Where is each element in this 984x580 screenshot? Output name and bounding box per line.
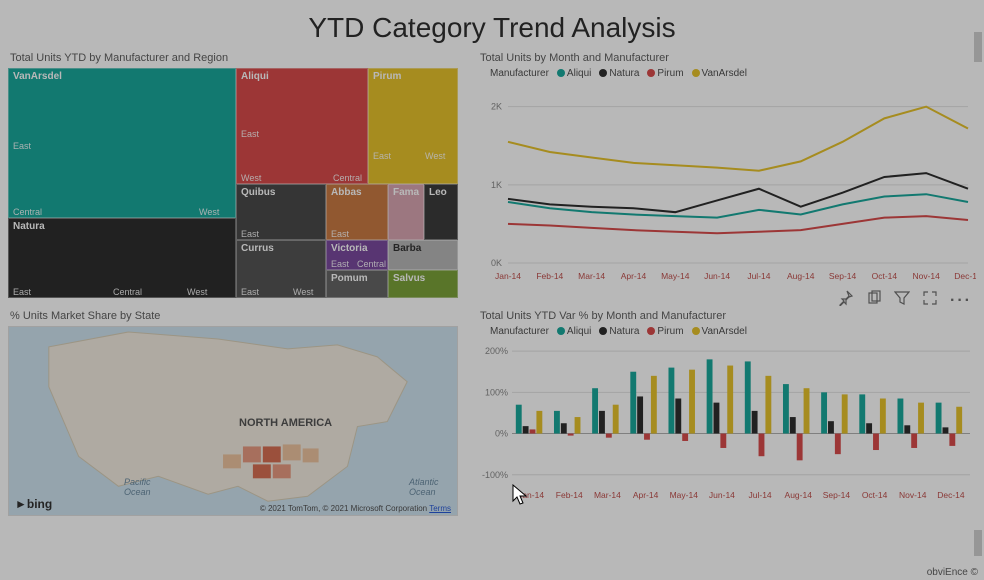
svg-text:Aug-14: Aug-14 xyxy=(785,490,813,500)
map-panel: % Units Market Share by State NORTH AMER… xyxy=(8,310,458,525)
svg-text:Feb-14: Feb-14 xyxy=(556,490,583,500)
svg-text:Jun-14: Jun-14 xyxy=(704,271,730,281)
scrollbar-bottom[interactable] xyxy=(974,530,982,556)
svg-text:Feb-14: Feb-14 xyxy=(536,271,563,281)
treemap-cell-quibus[interactable]: QuibusEast xyxy=(236,184,326,240)
svg-text:200%: 200% xyxy=(485,346,508,356)
legend-aliqui[interactable]: Aliqui xyxy=(557,68,591,79)
svg-text:May-14: May-14 xyxy=(661,271,690,281)
barchart-title: Total Units YTD Var % by Month and Manuf… xyxy=(480,310,976,322)
svg-text:-100%: -100% xyxy=(482,470,508,480)
svg-text:Jul-14: Jul-14 xyxy=(749,490,772,500)
map-title: % Units Market Share by State xyxy=(10,310,458,322)
atlantic-label: Atlantic Ocean xyxy=(409,477,439,497)
legend-label: Manufacturer xyxy=(490,68,549,79)
legend-vanarsdel[interactable]: VanArsdel xyxy=(692,326,747,337)
filter-icon[interactable] xyxy=(894,290,910,311)
linechart[interactable]: 0K 1K 2K Jan-14 Feb-14 Mar-14 Apr-14 May-14 Jun-… xyxy=(478,85,976,285)
treemap-panel: Total Units YTD by Manufacturer and Regi… xyxy=(8,52,458,302)
barchart-legend: Manufacturer Aliqui Natura Pirum VanArsd… xyxy=(490,326,976,337)
svg-text:Mar-14: Mar-14 xyxy=(578,271,605,281)
svg-text:Nov-14: Nov-14 xyxy=(912,271,940,281)
map-attribution: © 2021 TomTom, © 2021 Microsoft Corporat… xyxy=(260,504,451,513)
treemap-cell-pomum[interactable]: Pomum xyxy=(326,270,388,298)
svg-text:Aug-14: Aug-14 xyxy=(787,271,815,281)
svg-text:0%: 0% xyxy=(495,429,508,439)
treemap-title: Total Units YTD by Manufacturer and Regi… xyxy=(10,52,458,64)
treemap-cell-aliqui[interactable]: AliquiEastWestCentral xyxy=(236,68,368,184)
more-icon[interactable]: ··· xyxy=(950,292,972,310)
svg-text:Dec-14: Dec-14 xyxy=(954,271,976,281)
linechart-title: Total Units by Month and Manufacturer xyxy=(480,52,976,64)
svg-text:May-14: May-14 xyxy=(670,490,699,500)
svg-text:2K: 2K xyxy=(491,102,502,112)
treemap-cell-natura[interactable]: NaturaEastCentralWest xyxy=(8,218,236,298)
pacific-label: Pacific Ocean xyxy=(124,477,151,497)
treemap-cell-currus[interactable]: CurrusEastWest xyxy=(236,240,326,298)
footer-credit: obviEnce © xyxy=(927,567,978,578)
bing-logo: ►bing xyxy=(15,497,52,511)
barchart-panel: ··· Total Units YTD Var % by Month and M… xyxy=(478,310,976,525)
svg-text:100%: 100% xyxy=(485,387,508,397)
linechart-legend: Manufacturer Aliqui Natura Pirum VanArsd… xyxy=(490,68,976,79)
barchart[interactable]: -100% 0% 100% 200% Jan-14 Feb-14 Mar-14 Apr-14 M… xyxy=(478,343,976,503)
treemap-cell-barba[interactable]: Barba xyxy=(388,240,458,270)
treemap-cell-vanarsdel[interactable]: VanArsdelEastCentralWest xyxy=(8,68,236,218)
svg-text:Dec-14: Dec-14 xyxy=(937,490,965,500)
pin-icon[interactable] xyxy=(838,290,854,311)
svg-text:0K: 0K xyxy=(491,258,502,268)
treemap-cell-victoria[interactable]: VictoriaEastCentral xyxy=(326,240,388,270)
svg-text:Jan-14: Jan-14 xyxy=(495,271,521,281)
page-title: YTD Category Trend Analysis xyxy=(0,0,984,52)
svg-text:Apr-14: Apr-14 xyxy=(633,490,659,500)
map-continent-label: NORTH AMERICA xyxy=(239,417,332,429)
focus-icon[interactable] xyxy=(922,290,938,311)
copy-icon[interactable] xyxy=(866,290,882,311)
map[interactable]: NORTH AMERICA Pacific Ocean Atlantic Oce… xyxy=(8,326,458,516)
svg-text:Nov-14: Nov-14 xyxy=(899,490,927,500)
legend-pirum[interactable]: Pirum xyxy=(647,68,683,79)
svg-text:Sep-14: Sep-14 xyxy=(823,490,851,500)
legend-vanarsdel[interactable]: VanArsdel xyxy=(692,68,747,79)
svg-text:Jul-14: Jul-14 xyxy=(747,271,770,281)
svg-text:1K: 1K xyxy=(491,180,502,190)
linechart-panel: Total Units by Month and Manufacturer Ma… xyxy=(478,52,976,302)
treemap-cell-leo[interactable]: Leo xyxy=(424,184,458,240)
legend-aliqui[interactable]: Aliqui xyxy=(557,326,591,337)
visual-toolbar: ··· xyxy=(838,290,972,311)
legend-natura[interactable]: Natura xyxy=(599,326,639,337)
svg-text:Oct-14: Oct-14 xyxy=(862,490,888,500)
svg-text:Jan-14: Jan-14 xyxy=(518,490,544,500)
treemap-chart[interactable]: VanArsdelEastCentralWestNaturaEastCentra… xyxy=(8,68,458,298)
treemap-cell-fama[interactable]: Fama xyxy=(388,184,424,240)
treemap-cell-abbas[interactable]: AbbasEast xyxy=(326,184,388,240)
svg-text:Oct-14: Oct-14 xyxy=(872,271,898,281)
svg-text:Apr-14: Apr-14 xyxy=(621,271,647,281)
legend-label: Manufacturer xyxy=(490,326,549,337)
map-svg xyxy=(9,327,457,516)
legend-natura[interactable]: Natura xyxy=(599,68,639,79)
svg-text:Sep-14: Sep-14 xyxy=(829,271,857,281)
legend-pirum[interactable]: Pirum xyxy=(647,326,683,337)
svg-text:Jun-14: Jun-14 xyxy=(709,490,735,500)
treemap-cell-pirum[interactable]: PirumEastWest xyxy=(368,68,458,184)
svg-text:Mar-14: Mar-14 xyxy=(594,490,621,500)
treemap-cell-salvus[interactable]: Salvus xyxy=(388,270,458,298)
map-terms-link[interactable]: Terms xyxy=(429,504,451,513)
